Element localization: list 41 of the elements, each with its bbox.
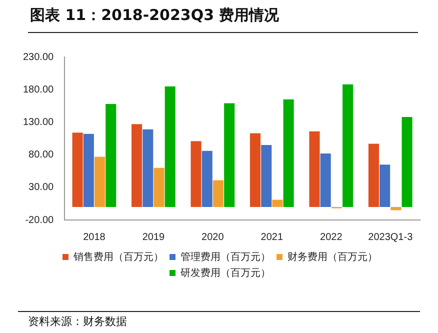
legend-label: 研发费用（百万元） xyxy=(180,266,270,279)
bar xyxy=(190,141,202,207)
bar xyxy=(83,134,94,207)
x-tick-label: 2021 xyxy=(260,232,284,243)
bar xyxy=(342,84,354,207)
bar xyxy=(272,200,283,207)
y-tick-label: 80.00 xyxy=(28,150,54,161)
bar xyxy=(212,180,224,207)
bar xyxy=(390,206,402,210)
bar xyxy=(250,133,261,207)
bar xyxy=(164,86,176,207)
x-tick-label: 2018 xyxy=(83,232,106,243)
bar xyxy=(202,150,212,207)
bar xyxy=(261,145,272,207)
legend-label: 销售费用（百万元） xyxy=(72,250,164,263)
y-tick-label: 180.00 xyxy=(22,84,54,96)
bar xyxy=(402,116,412,207)
y-tick-label: 30.00 xyxy=(28,182,54,194)
bar xyxy=(309,131,320,207)
bar xyxy=(72,132,83,207)
bar xyxy=(368,144,379,207)
bar xyxy=(142,129,154,207)
legend-label: 财务费用（百万元） xyxy=(288,250,378,263)
bar xyxy=(320,153,331,207)
x-tick-label: 2019 xyxy=(142,232,165,243)
x-tick-label: 2023Q1-3 xyxy=(368,232,414,243)
text: 资料来源：财务数据 xyxy=(28,314,127,329)
x-tick-label: 2022 xyxy=(320,232,343,243)
bar xyxy=(380,164,390,207)
y-tick-label: 130.00 xyxy=(22,116,54,128)
bar xyxy=(154,168,164,207)
legend-label: 管理费用（百万元） xyxy=(180,250,270,263)
y-tick-label: -20.00 xyxy=(25,214,54,226)
x-tick-label: 2020 xyxy=(202,232,224,243)
bar xyxy=(132,124,142,207)
chart-title: 图表 11：2018-2023Q3 费用情况 xyxy=(30,6,280,25)
y-tick-label: 230.00 xyxy=(22,52,54,63)
bar xyxy=(224,103,235,207)
bar xyxy=(106,104,116,207)
bar xyxy=(283,99,294,207)
bar xyxy=(94,156,106,207)
